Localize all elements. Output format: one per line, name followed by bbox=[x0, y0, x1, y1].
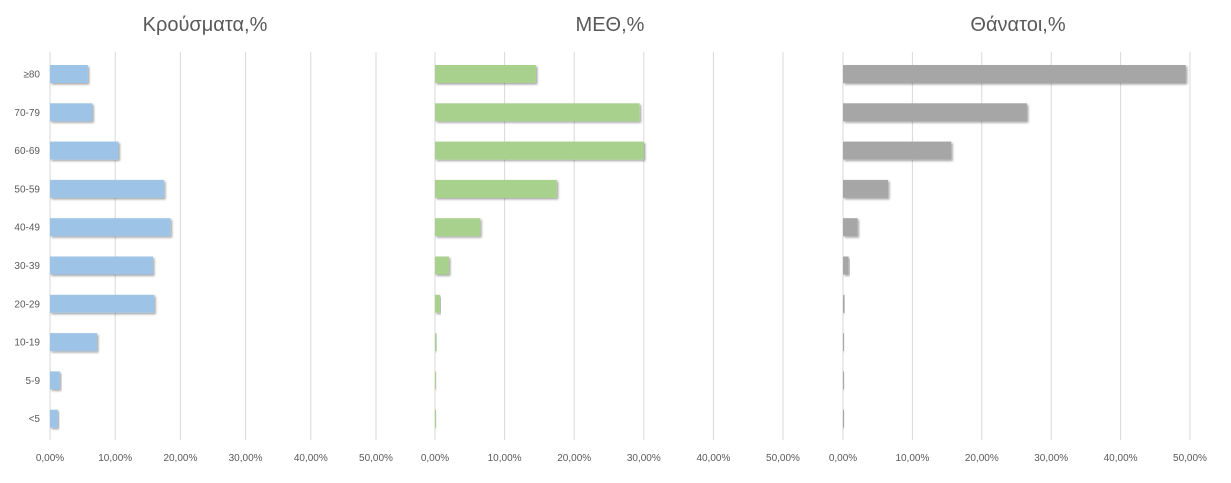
y-category-label: 50-59 bbox=[14, 184, 40, 195]
bar-series bbox=[843, 65, 1186, 428]
x-tick-label: 0,00% bbox=[421, 453, 449, 464]
y-category-label: 5-9 bbox=[26, 376, 41, 387]
x-tick-label: 10,00% bbox=[895, 453, 929, 464]
y-category-label: ≥80 bbox=[23, 70, 40, 81]
chart-panel-deaths: Θάνατοι,% 0,00% 10,00% 20,00% 30,00% 40,00% 5… bbox=[829, 14, 1207, 464]
x-tick-label: 50,00% bbox=[766, 453, 800, 464]
bar-20-29 bbox=[843, 294, 845, 313]
y-category-label: 60-69 bbox=[14, 146, 40, 157]
bar-70-79 bbox=[843, 103, 1027, 122]
chart-panel-icu: ΜΕΘ,% 0,00% 10,00% 20,00% 30,00% 40,00% 50,00… bbox=[421, 14, 800, 464]
x-tick-label: 40,00% bbox=[696, 453, 730, 464]
bar-30-39 bbox=[435, 256, 449, 275]
bar-<5 bbox=[843, 409, 844, 428]
bar-40-49 bbox=[50, 218, 171, 237]
x-axis-ticks: 0,00% 10,00% 20,00% 30,00% 40,00% 50,00% bbox=[829, 453, 1207, 464]
chart-title: Θάνατοι,% bbox=[970, 14, 1065, 36]
y-category-label: <5 bbox=[29, 414, 41, 425]
x-tick-label: 10,00% bbox=[98, 453, 132, 464]
y-category-label: 70-79 bbox=[14, 108, 40, 119]
bar-30-39 bbox=[843, 256, 849, 275]
y-axis-categories: ≥80 70-79 60-69 50-59 40-49 30-39 20-29 10-19 5-… bbox=[14, 70, 40, 426]
bar-series bbox=[50, 65, 171, 428]
x-tick-label: 30,00% bbox=[229, 453, 263, 464]
bar-50-59 bbox=[843, 179, 889, 198]
chart-panel-cases: Κρούσματα,% 0,00% 10,00% 20,00% 30,00% 40,00… bbox=[14, 14, 393, 464]
bar-5-9 bbox=[435, 371, 436, 390]
bar-60-69 bbox=[50, 141, 119, 160]
bar-<5 bbox=[50, 409, 58, 428]
y-category-label: 10-19 bbox=[14, 338, 40, 349]
bar-70-79 bbox=[50, 103, 93, 122]
x-tick-label: 20,00% bbox=[557, 453, 591, 464]
gridlines bbox=[49, 52, 377, 440]
bar-≥80 bbox=[843, 65, 1186, 83]
x-tick-label: 40,00% bbox=[294, 453, 328, 464]
x-tick-label: 50,00% bbox=[1173, 453, 1207, 464]
bar-≥80 bbox=[435, 65, 536, 83]
x-tick-label: 20,00% bbox=[965, 453, 999, 464]
bar-10-19 bbox=[435, 333, 437, 352]
y-category-label: 20-29 bbox=[14, 299, 40, 310]
bar-5-9 bbox=[843, 371, 844, 390]
x-axis-ticks: 0,00% 10,00% 20,00% 30,00% 40,00% 50,00% bbox=[36, 453, 393, 464]
y-category-label: 40-49 bbox=[14, 223, 40, 234]
x-axis-ticks: 0,00% 10,00% 20,00% 30,00% 40,00% 50,00% bbox=[421, 453, 800, 464]
chart-title: ΜΕΘ,% bbox=[576, 14, 645, 36]
x-tick-label: 10,00% bbox=[488, 453, 522, 464]
bar-50-59 bbox=[435, 179, 557, 198]
bar-50-59 bbox=[50, 179, 165, 198]
bar-20-29 bbox=[50, 294, 155, 313]
bar-20-29 bbox=[435, 294, 440, 313]
bar-40-49 bbox=[843, 218, 858, 237]
chart-title: Κρούσματα,% bbox=[143, 14, 268, 36]
bar-series bbox=[435, 65, 644, 428]
bar-60-69 bbox=[435, 141, 644, 160]
bar-70-79 bbox=[435, 103, 640, 122]
x-tick-label: 40,00% bbox=[1104, 453, 1138, 464]
x-tick-label: 30,00% bbox=[627, 453, 661, 464]
x-tick-label: 20,00% bbox=[163, 453, 197, 464]
bar-30-39 bbox=[50, 256, 154, 275]
bar-10-19 bbox=[843, 333, 844, 352]
x-tick-label: 0,00% bbox=[829, 453, 857, 464]
bar-60-69 bbox=[843, 141, 952, 160]
y-category-label: 30-39 bbox=[14, 261, 40, 272]
bar-40-49 bbox=[435, 218, 481, 237]
x-tick-label: 0,00% bbox=[36, 453, 64, 464]
bar-5-9 bbox=[50, 371, 60, 390]
bar-10-19 bbox=[50, 333, 97, 352]
bar-<5 bbox=[435, 409, 436, 428]
bar-≥80 bbox=[50, 65, 88, 83]
x-tick-label: 50,00% bbox=[359, 453, 393, 464]
x-tick-label: 30,00% bbox=[1034, 453, 1068, 464]
